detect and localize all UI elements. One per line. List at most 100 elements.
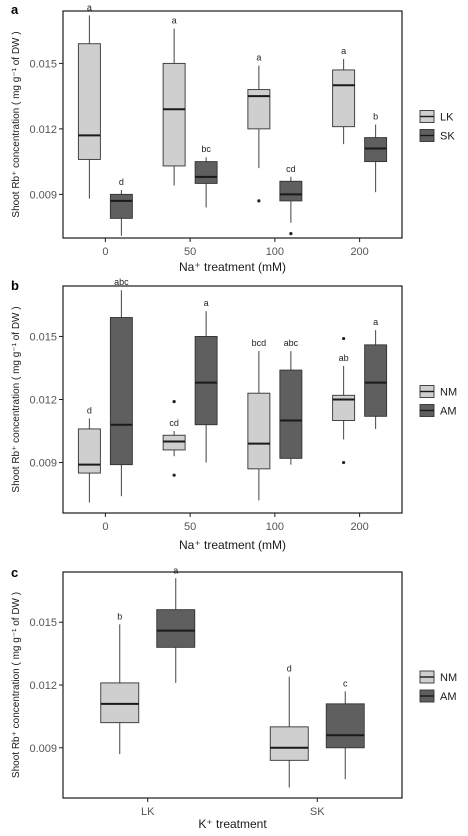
panel-c: c 0.009 0.012 0.015 Shoot Rb⁺ concentration … xyxy=(11,565,457,831)
x-tick-label: 200 xyxy=(350,246,368,258)
panel-letter: a xyxy=(11,2,19,17)
significance-label: a xyxy=(204,298,209,308)
y-axis-title: Shoot Rb⁺ concentration ( mg g⁻¹ of DW ) xyxy=(11,306,22,492)
box-nm-3: ab xyxy=(332,336,356,465)
box-nm-1: cd xyxy=(162,400,186,477)
significance-label: a xyxy=(87,2,92,12)
legend-label: SK xyxy=(440,131,455,143)
box-am-0: a xyxy=(156,565,196,683)
significance-label: a xyxy=(173,565,178,575)
significance-label: d xyxy=(119,177,124,187)
significance-label: a xyxy=(341,46,346,56)
x-tick-label: 100 xyxy=(266,246,284,258)
significance-label: b xyxy=(373,112,378,122)
significance-label: bcd xyxy=(252,338,267,348)
legend-item-am: AM xyxy=(419,404,457,418)
significance-label: d xyxy=(87,405,92,415)
box-body xyxy=(156,609,196,648)
legend-item-nm: NM xyxy=(419,385,457,399)
legend-item-nm: NM xyxy=(419,670,457,684)
significance-label: abc xyxy=(114,277,129,287)
legend-label: NM xyxy=(440,387,457,399)
y-tick-label: 0.012 xyxy=(29,124,57,136)
box-body xyxy=(194,161,218,184)
legend-item-sk: SK xyxy=(419,129,455,143)
outlier-point xyxy=(172,400,176,404)
box-body xyxy=(364,344,388,417)
x-axis-title: K⁺ treatment xyxy=(198,817,267,831)
x-tick-label: 200 xyxy=(350,521,368,533)
significance-label: a xyxy=(172,15,177,25)
y-axis-title: Shoot Rb⁺ concentration ( mg g⁻¹ of DW ) xyxy=(11,592,22,778)
box-nm-2: bcd xyxy=(247,338,271,501)
y-tick-label: 0.009 xyxy=(29,743,57,755)
significance-label: ab xyxy=(339,353,349,363)
box-nm-0: d xyxy=(77,405,101,503)
svg-text:Shoot Rb⁺ concentration ( mg g: Shoot Rb⁺ concentration ( mg g⁻¹ of DW ) xyxy=(11,306,22,492)
box-body xyxy=(279,369,303,459)
box-sk-0: d xyxy=(109,177,133,236)
box-am-1: c xyxy=(325,678,365,780)
legend-label: AM xyxy=(440,406,457,418)
box-body xyxy=(279,180,303,202)
legend-label: AM xyxy=(440,691,457,703)
significance-label: c xyxy=(343,678,348,688)
panel-b: b 0.009 0.012 0.015 Shoot Rb⁺ concentration … xyxy=(11,277,457,552)
significance-label: a xyxy=(373,317,378,327)
legend-label: NM xyxy=(440,672,457,684)
box-sk-1: bc xyxy=(194,144,218,208)
legend-item-lk: LK xyxy=(419,110,454,124)
box-body xyxy=(325,703,365,749)
significance-label: cd xyxy=(286,164,296,174)
box-body xyxy=(77,428,101,474)
box-body xyxy=(77,43,101,160)
significance-label: d xyxy=(287,664,292,674)
legend-item-am: AM xyxy=(419,689,457,703)
box-body xyxy=(109,317,133,466)
x-axis-title: Na⁺ treatment (mM) xyxy=(179,260,286,274)
y-axis-title: Shoot Rb⁺ concentration ( mg g⁻¹ of DW ) xyxy=(11,31,22,217)
box-body xyxy=(247,89,271,130)
significance-label: cd xyxy=(169,418,179,428)
significance-label: a xyxy=(256,53,261,63)
significance-label: b xyxy=(117,611,122,621)
box-lk-1: a xyxy=(162,15,186,186)
box-nm-1: d xyxy=(269,664,309,788)
x-tick-label: 0 xyxy=(102,521,108,533)
box-body xyxy=(162,434,186,451)
y-tick-label: 0.012 xyxy=(29,680,57,692)
x-tick-label: 0 xyxy=(102,246,108,258)
box-body xyxy=(109,193,133,219)
panel-a: a 0.009 0.012 0.015 Shoot Rb⁺ concentration … xyxy=(11,2,455,274)
box-body xyxy=(332,394,356,421)
outlier-point xyxy=(289,232,293,236)
outlier-point xyxy=(342,460,346,465)
y-tick-label: 0.009 xyxy=(29,458,57,470)
box-lk-3: a xyxy=(332,46,356,145)
significance-label: bc xyxy=(201,144,211,154)
box-lk-2: a xyxy=(247,53,271,203)
svg-text:Shoot Rb⁺ concentration ( mg g: Shoot Rb⁺ concentration ( mg g⁻¹ of DW ) xyxy=(11,31,22,217)
y-tick-label: 0.015 xyxy=(29,331,57,343)
x-axis-title: Na⁺ treatment (mM) xyxy=(179,538,286,552)
box-body xyxy=(269,726,309,761)
x-tick-label: 50 xyxy=(184,521,196,533)
box-am-2: abc xyxy=(279,338,303,465)
panel-letter: b xyxy=(11,278,19,293)
box-sk-3: b xyxy=(364,112,388,193)
y-tick-label: 0.015 xyxy=(29,58,57,70)
box-nm-0: b xyxy=(100,611,140,755)
box-body xyxy=(162,62,186,167)
box-am-0: abc xyxy=(109,277,133,497)
box-am-1: a xyxy=(194,298,218,463)
legend-label: LK xyxy=(440,112,454,124)
svg-text:Shoot Rb⁺ concentration ( mg g: Shoot Rb⁺ concentration ( mg g⁻¹ of DW ) xyxy=(11,592,22,778)
box-body xyxy=(194,335,218,426)
outlier-point xyxy=(342,336,346,341)
significance-label: abc xyxy=(284,338,299,348)
y-tick-label: 0.009 xyxy=(29,189,57,201)
outlier-point xyxy=(257,199,261,203)
x-tick-label: 50 xyxy=(184,246,196,258)
box-lk-0: a xyxy=(77,2,101,199)
